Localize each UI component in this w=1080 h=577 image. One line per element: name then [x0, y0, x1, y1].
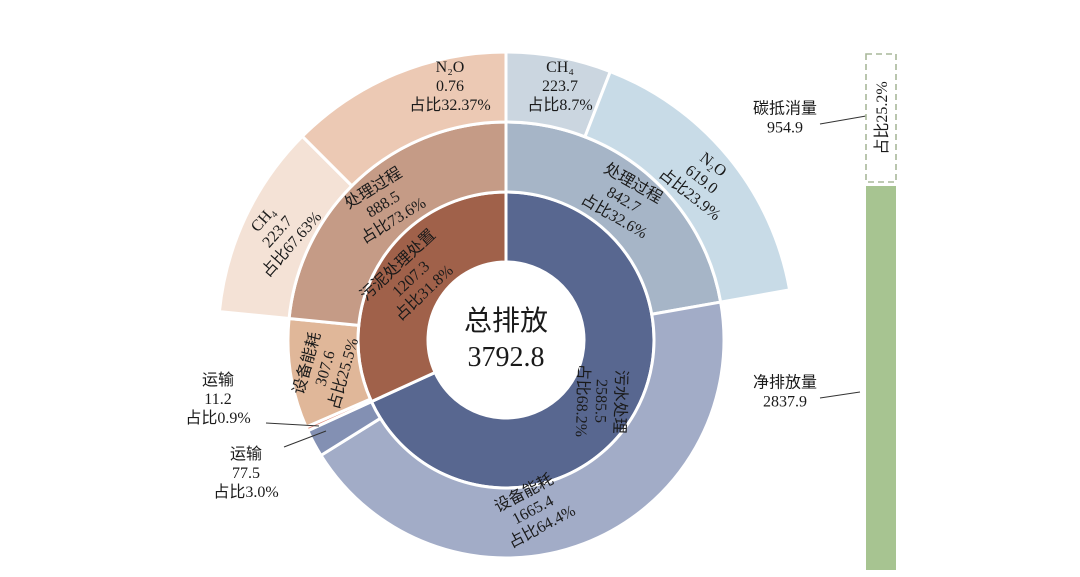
- outer-segment-sludge-n2o: [300, 50, 508, 188]
- outer-label-sludge-n2o: N₂O 0.76 占比32.37%: [409, 59, 490, 114]
- center-hole: [428, 262, 584, 418]
- leader-carbon-offset: [819, 115, 867, 125]
- center-value: 3792.8: [468, 342, 545, 373]
- net-emission-bar: [866, 186, 896, 570]
- outer-segment-sewage-n2o: [583, 69, 792, 304]
- outer-label-sewage-ch4: CH₄ 223.7 占比8.7%: [527, 59, 592, 114]
- carbon-offset-label: 碳抵消量 954.9: [753, 100, 817, 137]
- sunburst-rings: [217, 50, 792, 560]
- leader-net-emission: [819, 391, 861, 399]
- middle-label-sludge-transport: 运输 11.2 占比0.9%: [185, 371, 250, 427]
- inner-label-sewage: 污水处理2585.5占比68.2%: [572, 363, 631, 438]
- center-title: 总排放: [464, 305, 548, 337]
- carbon-offset-bar: [865, 53, 897, 183]
- middle-label-sewage-transport: 运输 77.5 占比3.0%: [213, 445, 278, 501]
- leader-sewage-transport: [283, 430, 327, 448]
- offset-net-bar: 占比25.2%: [865, 53, 897, 570]
- net-emission-label: 净排放量 2837.9: [753, 374, 817, 411]
- leader-sludge-transport: [265, 422, 320, 427]
- leader-lines: [265, 115, 867, 448]
- carbon-offset-percent: 占比25.2%: [873, 81, 891, 154]
- middle-segment-sewage-energy: [318, 300, 726, 560]
